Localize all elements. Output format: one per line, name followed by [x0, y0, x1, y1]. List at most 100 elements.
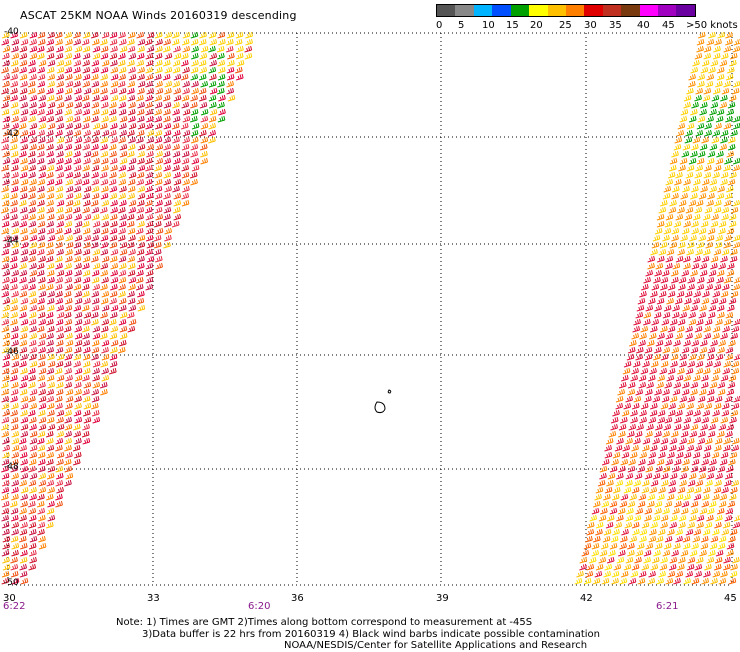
wind-barb — [164, 87, 172, 95]
wind-barb — [119, 248, 128, 256]
wind-barb — [154, 108, 162, 116]
wind-barb — [38, 402, 47, 410]
wind-barb — [674, 500, 682, 508]
wind-barb — [28, 339, 37, 347]
wind-barb — [643, 556, 651, 564]
wind-barb — [11, 290, 19, 298]
wind-barb — [11, 521, 20, 529]
wind-barb — [606, 479, 614, 487]
wind-barb — [65, 38, 73, 46]
wind-barb — [724, 395, 733, 403]
wind-barb — [28, 115, 36, 123]
wind-barb — [695, 129, 704, 137]
wind-barb — [723, 479, 732, 487]
wind-barb — [28, 213, 36, 221]
wind-barb — [199, 143, 208, 151]
wind-barb — [1, 465, 9, 473]
wind-barb — [208, 94, 217, 102]
wind-barb — [191, 59, 199, 67]
wind-barb — [128, 304, 137, 312]
wind-barb — [19, 444, 27, 452]
legend-tick: 45 — [662, 20, 675, 31]
wind-barb — [56, 423, 65, 431]
wind-barb — [603, 528, 612, 536]
wind-barb — [118, 101, 127, 109]
wind-barb — [732, 234, 740, 242]
wind-barb — [9, 262, 18, 270]
wind-barb — [681, 227, 690, 235]
wind-barb — [190, 94, 198, 102]
wind-barb — [679, 479, 687, 487]
wind-barb — [47, 500, 55, 508]
wind-barb — [37, 38, 46, 46]
wind-barb — [706, 157, 715, 165]
wind-barb — [675, 535, 683, 543]
wind-barb — [153, 234, 162, 242]
wind-barb — [100, 143, 108, 151]
wind-barb — [1, 367, 10, 375]
wind-barb — [144, 178, 153, 186]
legend-swatch — [547, 5, 566, 16]
wind-barb — [82, 45, 91, 53]
wind-barb — [217, 101, 225, 109]
wind-barb — [118, 108, 127, 116]
wind-barb — [128, 206, 137, 214]
wind-barb — [728, 220, 737, 228]
wind-barb — [182, 108, 191, 116]
wind-barb — [688, 472, 697, 480]
wind-barb — [154, 31, 163, 39]
wind-barb — [19, 507, 27, 515]
wind-barb — [108, 178, 117, 186]
wind-barb — [581, 549, 590, 557]
wind-barb — [705, 360, 713, 368]
wind-barb — [688, 115, 697, 123]
wind-barb — [710, 59, 719, 67]
wind-barb — [635, 388, 644, 396]
wind-barb — [64, 52, 73, 60]
wind-barb — [655, 535, 664, 543]
wind-barb — [733, 514, 740, 522]
wind-barb — [603, 493, 611, 501]
wind-barb — [83, 150, 92, 158]
wind-barb — [126, 213, 135, 221]
wind-barb — [135, 227, 144, 235]
wind-barb — [127, 129, 135, 137]
wind-barb — [11, 549, 19, 557]
wind-barb — [694, 325, 703, 333]
wind-barb — [56, 122, 65, 130]
wind-barb — [706, 353, 715, 361]
wind-barb — [652, 234, 661, 242]
wind-barb — [19, 52, 28, 60]
wind-barb — [696, 45, 704, 53]
wind-barb — [728, 94, 737, 102]
wind-barb — [109, 290, 118, 298]
wind-barb — [164, 52, 173, 60]
wind-barb — [625, 556, 634, 564]
wind-barb — [699, 304, 707, 312]
wind-barb — [109, 332, 118, 340]
wind-barb — [639, 451, 648, 459]
wind-barb — [56, 157, 64, 165]
wind-barb — [696, 241, 705, 249]
wind-barb — [707, 430, 716, 438]
wind-barb — [723, 80, 731, 88]
wind-barb — [172, 101, 180, 109]
wind-barb — [1, 199, 10, 207]
wind-barb — [649, 528, 657, 536]
wind-barb — [691, 143, 699, 151]
wind-barb — [37, 409, 46, 417]
wind-barb — [65, 115, 74, 123]
wind-barb — [72, 199, 81, 207]
wind-barb — [83, 185, 92, 193]
wind-barb — [703, 248, 711, 256]
wind-barb — [10, 423, 19, 431]
wind-barb — [656, 458, 665, 466]
wind-barb — [118, 52, 126, 60]
wind-barb — [172, 164, 180, 172]
wind-barb — [618, 465, 626, 473]
wind-barb — [65, 129, 73, 137]
wind-barb — [46, 416, 55, 424]
wind-barb — [73, 164, 82, 172]
wind-barb — [20, 367, 28, 375]
wind-barb — [725, 311, 734, 319]
